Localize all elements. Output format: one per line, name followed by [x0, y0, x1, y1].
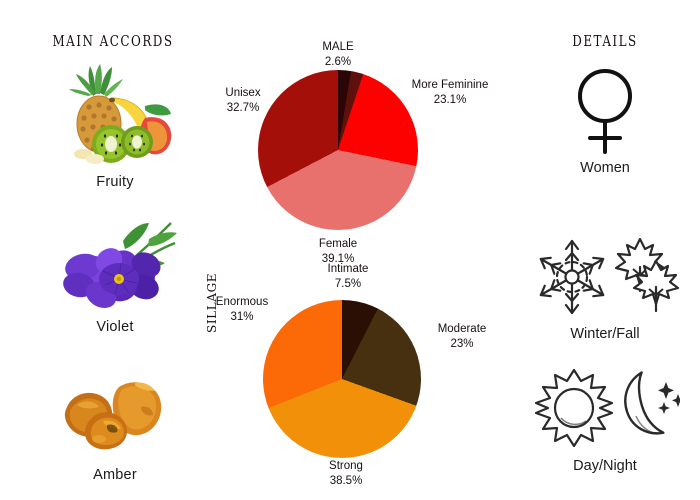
accord-label: Amber	[93, 467, 137, 483]
pie-label-unisex-name: Unisex	[225, 87, 261, 99]
accord-item-fruity: Fruity	[30, 62, 200, 190]
accord-label: Fruity	[96, 174, 134, 190]
fruit-basket-image	[49, 62, 181, 170]
detail-label: Women	[580, 160, 630, 176]
pie-label-female-value: 39.1%	[321, 252, 355, 265]
amber-resin-image	[49, 355, 181, 463]
pie-label-moderate-value: 23%	[450, 337, 474, 350]
accord-item-amber: Amber	[30, 355, 200, 483]
pie-label-male-value: 2.6%	[324, 55, 352, 68]
pie-label-enormous-name: Enormous	[215, 296, 269, 308]
pie-label-unisex-value: 32.7%	[226, 101, 260, 114]
pie-label-male: MALE 2.6%	[296, 40, 380, 69]
sun-moon-icon	[520, 360, 690, 456]
pie-label-more-feminine: More Feminine 23.1%	[396, 78, 504, 107]
sillage-pie-chart	[263, 300, 421, 458]
pie-label-female-name: Female	[318, 238, 358, 250]
pie-label-strong: Strong 38.5%	[306, 459, 386, 488]
venus-symbol-icon	[520, 62, 690, 158]
pie-label-enormous-value: 31%	[230, 310, 254, 323]
details-header: DETAILS	[572, 33, 638, 51]
accord-item-violet: Violet	[30, 207, 200, 335]
pie-label-enormous: Enormous 31%	[200, 295, 284, 324]
detail-item-day-night: Day/Night	[520, 360, 690, 474]
pie-label-intimate-name: Intimate	[327, 263, 369, 275]
pie-label-moderate-name: Moderate	[437, 323, 487, 335]
pie-label-more-feminine-name: More Feminine	[411, 79, 489, 91]
pie-label-strong-value: 38.5%	[329, 474, 363, 487]
detail-label: Day/Night	[573, 458, 637, 474]
gender-pie-chart	[258, 70, 418, 230]
detail-item-women: Women	[520, 62, 690, 176]
pie-label-intimate-value: 7.5%	[334, 277, 362, 290]
snowflake-maple-leaves-icon	[520, 228, 690, 324]
pie-label-unisex: Unisex 32.7%	[205, 86, 281, 115]
detail-item-winter-fall: Winter/Fall	[520, 228, 690, 342]
pie-label-moderate: Moderate 23%	[424, 322, 500, 351]
main-accords-header: MAIN ACCORDS	[52, 33, 174, 51]
accord-label: Violet	[96, 319, 134, 335]
pie-label-strong-name: Strong	[329, 460, 363, 472]
violet-flower-image	[49, 207, 181, 315]
pie-label-more-feminine-value: 23.1%	[433, 93, 467, 106]
pie-label-female: Female 39.1%	[298, 237, 378, 266]
pie-label-male-name: MALE	[322, 41, 354, 53]
pie-label-intimate: Intimate 7.5%	[306, 262, 390, 291]
detail-label: Winter/Fall	[570, 326, 640, 342]
